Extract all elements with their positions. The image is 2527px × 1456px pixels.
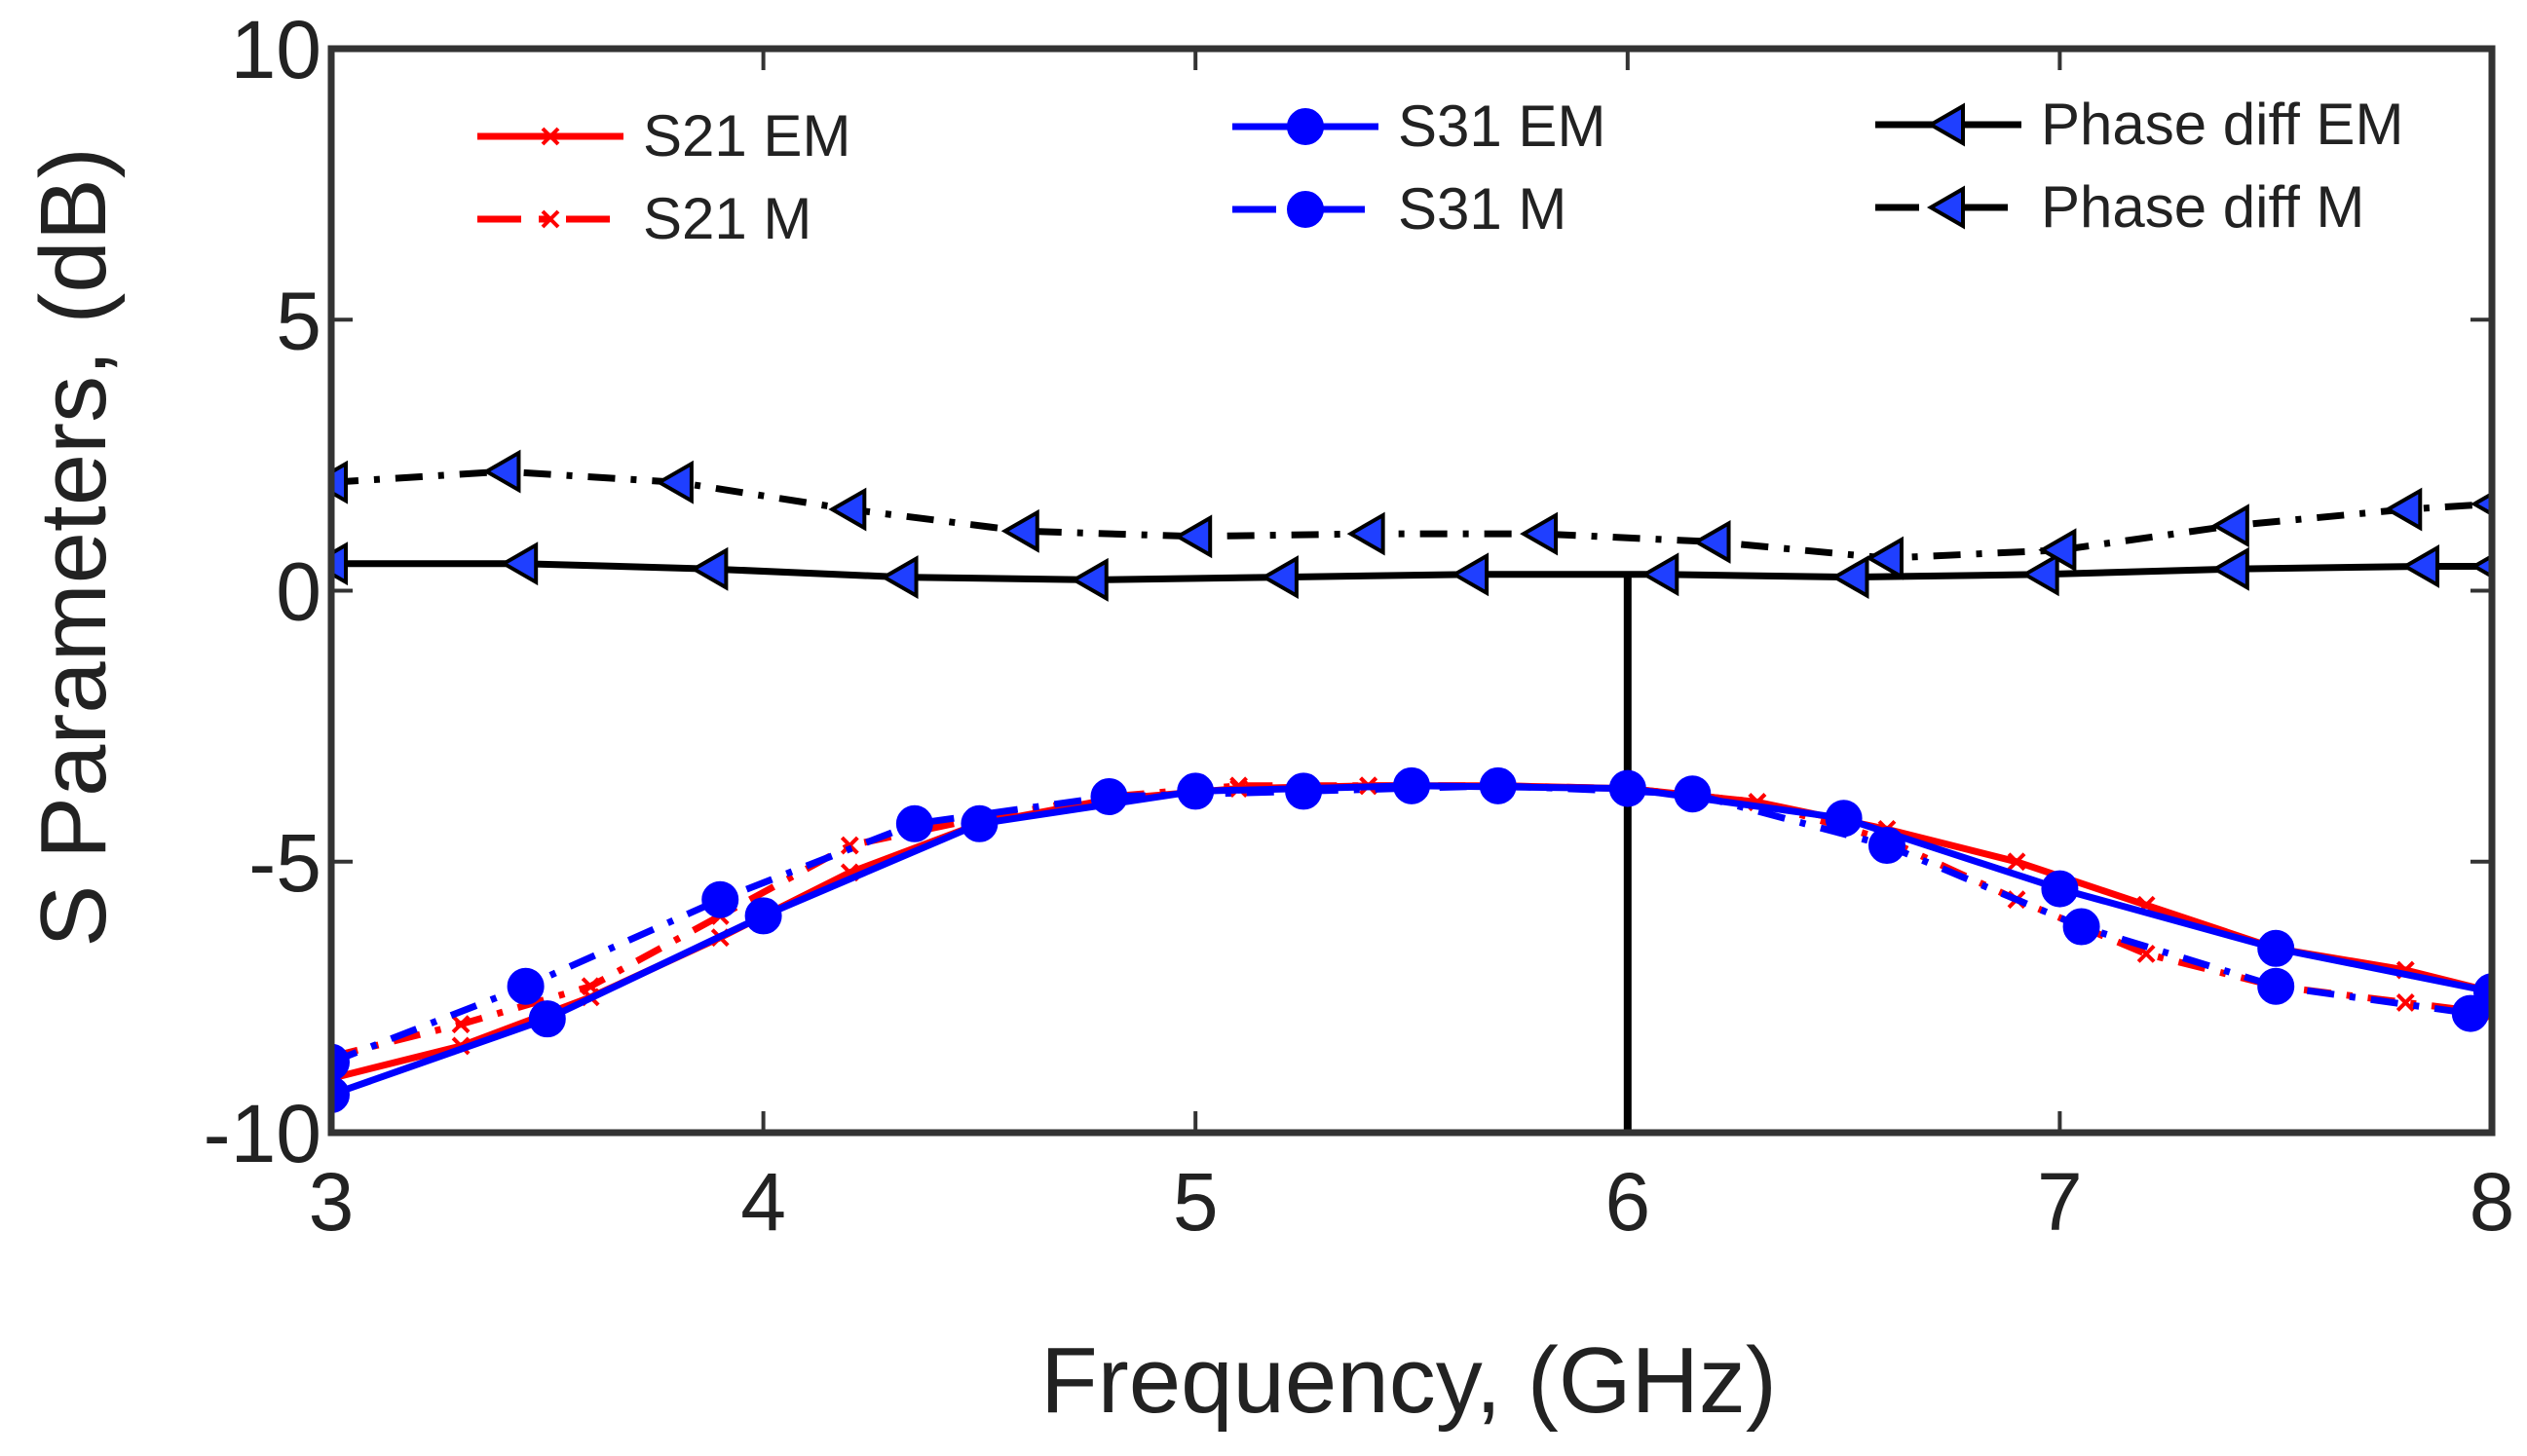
data-point-s31-m (2062, 908, 2100, 946)
axis-ticks: 3 4 5 6 7 8 -10 -5 0 5 10 (204, 4, 2515, 1248)
data-point-s21-m (2136, 944, 2156, 963)
data-point-s31-m (1285, 772, 1323, 810)
data-point-s31-m (507, 967, 545, 1005)
legend-marker-phase-diff-em (1926, 102, 1965, 147)
legend-label: S31 M (1398, 176, 1566, 242)
data-point-phase-diff-em (1641, 552, 1679, 597)
legend-marker-s21-m (541, 209, 560, 229)
series-phase-diff-em (331, 541, 2492, 602)
legend-entry-phase-diff-m: Phase diff M (1875, 174, 2364, 240)
data-point-phase-diff-em (1260, 555, 1299, 600)
plot-area (331, 449, 2492, 1133)
data-point-phase-diff-em (331, 541, 348, 586)
data-point-s31-em (2041, 870, 2079, 908)
data-point-phase-diff-em (500, 541, 539, 586)
legend-label: S21 M (643, 186, 811, 251)
data-point-phase-diff-m (1865, 536, 1904, 580)
data-point-phase-diff-em (2020, 552, 2059, 597)
x-axis-label: Frequency, (GHz) (1040, 1328, 1777, 1433)
data-point-phase-diff-em (1451, 552, 1490, 597)
legend: S21 EM S21 M S31 EM S31 M Phase diff EM Phase… (477, 92, 2403, 251)
plot-frame (327, 45, 2496, 1137)
x-tick-label: 3 (309, 1156, 355, 1248)
y-tick-label: -5 (248, 817, 321, 909)
data-point-phase-diff-m (1520, 511, 1559, 556)
data-point-s21-em (2007, 852, 2026, 872)
data-point-s31-m (1090, 777, 1128, 815)
x-tick-label: 6 (1604, 1156, 1650, 1248)
data-point-phase-diff-em (2401, 543, 2440, 588)
data-point-phase-diff-em (880, 555, 919, 600)
data-point-s31-m (1479, 766, 1517, 804)
data-point-s31-em (331, 1076, 350, 1114)
data-point-phase-diff-em (690, 546, 729, 591)
data-point-s31-m (1674, 775, 1712, 813)
x-tick-label: 7 (2037, 1156, 2083, 1248)
series-line-phase-diff-m (331, 467, 2492, 562)
data-point-s31-em (1608, 769, 1646, 807)
x-tick-label: 8 (2470, 1156, 2515, 1248)
series-phase-diff-m (331, 449, 2492, 580)
y-tick-label: 0 (276, 546, 321, 638)
legend-label: Phase diff M (2041, 174, 2364, 240)
data-point-phase-diff-m (655, 460, 694, 504)
series-line-s31-em (331, 782, 2492, 1099)
y-axis-label: S Parameters, (dB) (21, 147, 126, 948)
series-line-s21-m (331, 782, 2492, 1061)
data-point-phase-diff-m (482, 449, 521, 494)
series-s31-m (331, 766, 2489, 1081)
series-line-s21-em (331, 782, 2492, 1082)
x-tick-label: 5 (1173, 1156, 1219, 1248)
legend-label: S21 EM (643, 103, 850, 168)
data-point-phase-diff-em (1830, 555, 1869, 600)
data-point-s31-m (895, 804, 933, 842)
data-point-phase-diff-m (828, 487, 867, 532)
legend-label: S31 EM (1398, 93, 1605, 159)
legend-entry-s21-m: S21 M (477, 186, 811, 251)
data-point-phase-diff-em (1070, 557, 1109, 602)
data-point-phase-diff-m (2038, 528, 2077, 573)
series-line-phase-diff-em (331, 560, 2492, 583)
series-s31-em (331, 766, 2492, 1114)
data-point-s31-m (701, 880, 739, 918)
data-point-s21-m (451, 1015, 471, 1034)
data-point-s21-m (2395, 993, 2415, 1012)
data-point-phase-diff-m (2210, 504, 2249, 548)
legend-entry-s21-em: S21 EM (477, 103, 850, 168)
data-point-s31-m (2257, 967, 2295, 1005)
data-point-s21-m (581, 977, 600, 996)
data-point-s31-em (528, 1000, 566, 1038)
legend-marker-s21-em (541, 127, 560, 146)
data-point-s31-m (331, 1043, 350, 1081)
y-tick-label: 10 (231, 4, 321, 95)
legend-marker-s31-em (1287, 108, 1324, 145)
legend-marker-phase-diff-m (1926, 185, 1965, 230)
data-point-phase-diff-m (1000, 508, 1039, 553)
legend-entry-phase-diff-em: Phase diff EM (1875, 92, 2403, 157)
data-point-s31-em (744, 897, 782, 935)
data-point-phase-diff-m (1346, 511, 1385, 556)
data-point-phase-diff-m (1692, 519, 1731, 564)
data-point-phase-diff-em (2210, 546, 2249, 591)
data-point-s31-m (2451, 994, 2489, 1032)
y-tick-label: 5 (276, 275, 321, 366)
legend-entry-s31-m: S31 M (1232, 176, 1566, 242)
legend-entry-s31-em: S31 EM (1232, 93, 1605, 159)
data-point-s31-em (2257, 929, 2295, 967)
x-tick-label: 4 (740, 1156, 786, 1248)
data-point-phase-diff-m (331, 460, 348, 504)
y-tick-label: -10 (204, 1088, 321, 1179)
legend-label: Phase diff EM (2041, 92, 2403, 157)
legend-marker-s31-m (1287, 191, 1324, 228)
series-line-s31-m (331, 782, 2471, 1065)
data-point-phase-diff-m (1174, 514, 1213, 559)
data-point-s31-m (1867, 827, 1905, 865)
axis-labels: Frequency, (GHz) S Parameters, (dB) (21, 147, 1777, 1433)
data-point-phase-diff-m (2384, 487, 2423, 532)
plot-border (327, 45, 2496, 1137)
